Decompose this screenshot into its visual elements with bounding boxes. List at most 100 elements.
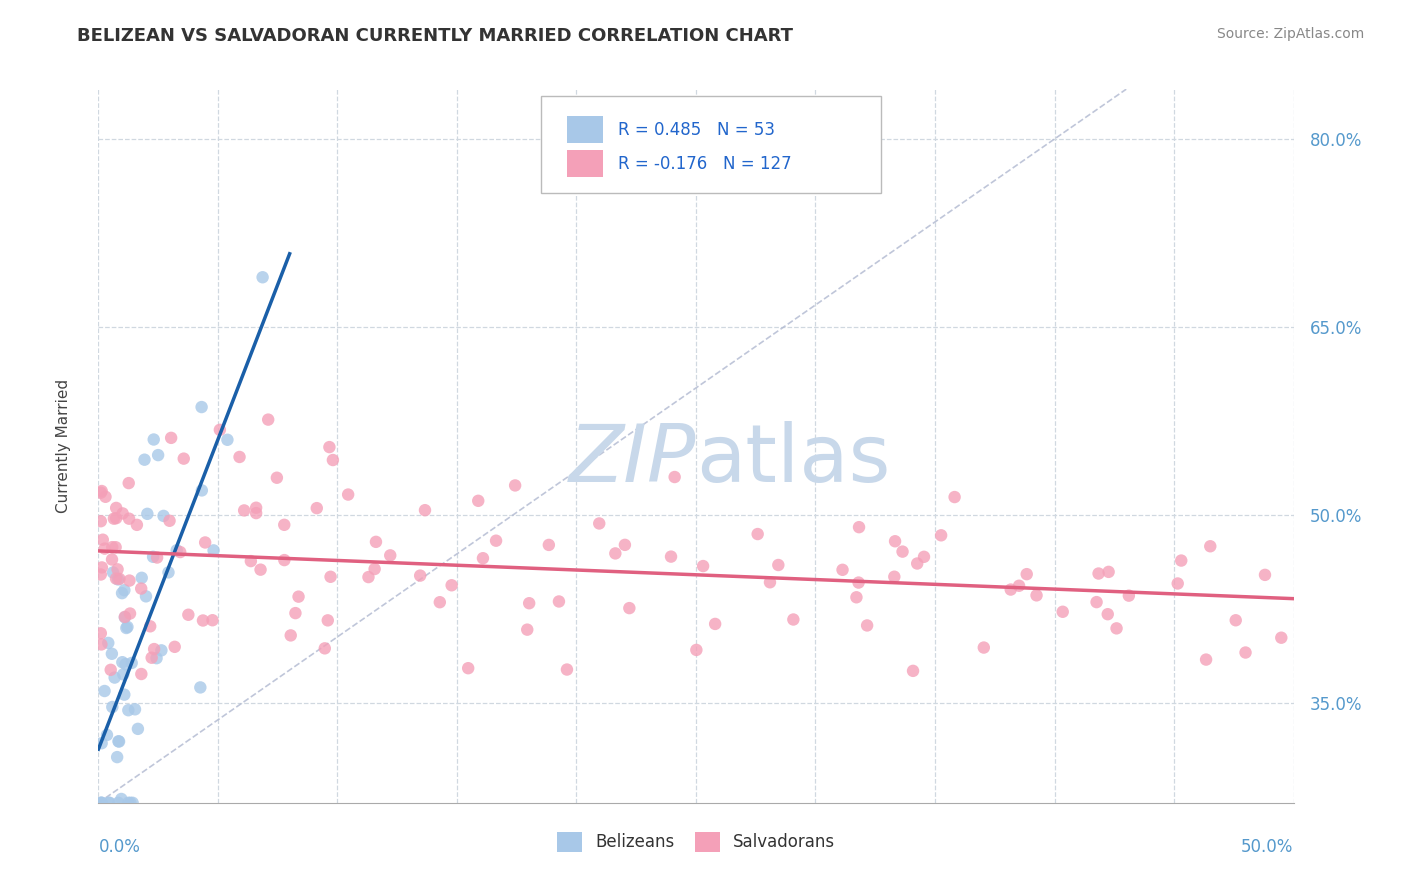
- Point: [131, 571, 153, 585]
- Point: [202, 543, 225, 558]
- Point: [125, 517, 148, 532]
- Point: [104, 540, 127, 554]
- Point: [157, 566, 180, 580]
- Point: [201, 613, 224, 627]
- Point: [90, 637, 112, 651]
- FancyBboxPatch shape: [541, 96, 882, 193]
- Point: [127, 722, 149, 736]
- Point: [316, 613, 339, 627]
- Point: [1270, 631, 1292, 645]
- Point: [266, 471, 288, 485]
- Text: Currently Married: Currently Married: [56, 379, 70, 513]
- Point: [142, 549, 165, 564]
- Point: [100, 663, 122, 677]
- Point: [429, 595, 451, 609]
- Point: [1097, 565, 1119, 579]
- Text: R = 0.485   N = 53: R = 0.485 N = 53: [619, 121, 775, 139]
- Point: [413, 503, 436, 517]
- Text: Source: ZipAtlas.com: Source: ZipAtlas.com: [1216, 27, 1364, 41]
- Point: [759, 575, 782, 590]
- Point: [901, 664, 924, 678]
- Point: [160, 431, 183, 445]
- Point: [440, 578, 463, 592]
- Point: [111, 507, 134, 521]
- Point: [118, 511, 141, 525]
- Point: [239, 554, 262, 568]
- Point: [117, 703, 139, 717]
- Point: [107, 573, 129, 587]
- Point: [409, 568, 432, 582]
- Point: [135, 590, 157, 604]
- Text: atlas: atlas: [696, 421, 890, 500]
- Point: [1085, 595, 1108, 609]
- Point: [1025, 588, 1047, 602]
- Point: [90, 736, 112, 750]
- Point: [115, 621, 138, 635]
- Point: [94, 490, 117, 504]
- Point: [121, 656, 143, 670]
- Point: [252, 270, 274, 285]
- Point: [98, 796, 121, 810]
- Point: [141, 650, 163, 665]
- Point: [101, 566, 124, 580]
- Point: [457, 661, 479, 675]
- Point: [685, 643, 707, 657]
- Point: [1170, 553, 1192, 567]
- Point: [105, 500, 128, 515]
- Point: [110, 792, 132, 806]
- Point: [120, 796, 142, 810]
- FancyBboxPatch shape: [567, 150, 603, 177]
- Point: [112, 667, 135, 681]
- Point: [114, 610, 136, 624]
- Point: [1087, 566, 1109, 581]
- Text: 0.0%: 0.0%: [98, 838, 141, 855]
- Point: [90, 485, 112, 500]
- Point: [619, 601, 641, 615]
- Point: [146, 448, 169, 462]
- Point: [314, 641, 336, 656]
- Point: [245, 500, 267, 515]
- Point: [108, 734, 131, 748]
- FancyBboxPatch shape: [567, 116, 603, 143]
- Point: [190, 400, 212, 414]
- Point: [177, 607, 200, 622]
- Point: [704, 616, 727, 631]
- Point: [112, 688, 135, 702]
- Point: [129, 582, 152, 596]
- Text: R = -0.176   N = 127: R = -0.176 N = 127: [619, 155, 792, 173]
- Point: [555, 663, 578, 677]
- Point: [90, 483, 112, 498]
- Point: [101, 552, 124, 566]
- Point: [97, 636, 120, 650]
- Point: [516, 623, 538, 637]
- Point: [103, 511, 125, 525]
- Point: [112, 583, 135, 598]
- Point: [1015, 567, 1038, 582]
- Point: [107, 796, 129, 810]
- Point: [117, 796, 139, 810]
- Point: [217, 433, 239, 447]
- Point: [143, 642, 166, 657]
- Point: [93, 684, 115, 698]
- Point: [105, 511, 128, 525]
- Point: [114, 610, 136, 624]
- Point: [613, 538, 636, 552]
- Point: [912, 549, 935, 564]
- Point: [93, 541, 115, 556]
- Point: [108, 572, 131, 586]
- Point: [1008, 579, 1031, 593]
- Point: [117, 620, 139, 634]
- Point: [747, 527, 769, 541]
- Point: [467, 493, 489, 508]
- Point: [856, 618, 879, 632]
- Point: [280, 628, 302, 642]
- Point: [471, 551, 494, 566]
- Point: [105, 572, 128, 586]
- Point: [104, 671, 127, 685]
- Point: [233, 503, 256, 517]
- Legend: Belizeans, Salvadorans: Belizeans, Salvadorans: [550, 825, 842, 859]
- Point: [131, 667, 153, 681]
- Point: [107, 734, 129, 748]
- Point: [97, 796, 120, 810]
- Point: [228, 450, 250, 464]
